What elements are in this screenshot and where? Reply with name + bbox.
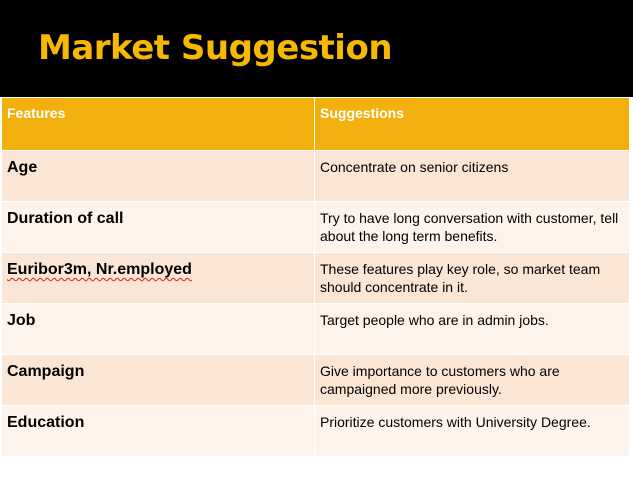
suggestion-cell: Try to have long conversation with custo…	[314, 201, 630, 253]
table-header-row: Features Suggestions	[1, 97, 630, 151]
table-row: Age Concentrate on senior citizens	[1, 150, 630, 202]
header-suggestions: Suggestions	[314, 97, 630, 151]
suggestion-table: Features Suggestions Age Concentrate on …	[1, 97, 630, 457]
feature-cell: Age	[1, 150, 315, 202]
table-row: Duration of call Try to have long conver…	[1, 201, 630, 253]
title-band: Market Suggestion	[0, 0, 633, 97]
suggestion-cell: These features play key role, so market …	[314, 252, 630, 304]
header-features: Features	[1, 97, 315, 151]
feature-cell: Education	[1, 405, 315, 457]
table-row: Euribor3m, Nr.employed These features pl…	[1, 252, 630, 304]
feature-cell: Euribor3m, Nr.employed	[1, 252, 315, 304]
feature-cell: Campaign	[1, 354, 315, 406]
feature-cell: Duration of call	[1, 201, 315, 253]
table-row: Campaign Give importance to customers wh…	[1, 354, 630, 406]
suggestion-cell: Concentrate on senior citizens	[314, 150, 630, 202]
slide-title: Market Suggestion	[38, 28, 393, 68]
table-row: Education Prioritize customers with Univ…	[1, 405, 630, 457]
feature-cell: Job	[1, 303, 315, 355]
suggestion-cell: Prioritize customers with University Deg…	[314, 405, 630, 457]
table-row: Job Target people who are in admin jobs.	[1, 303, 630, 355]
feature-text-spellcheck: Euribor3m, Nr.employed	[7, 261, 192, 278]
suggestion-cell: Target people who are in admin jobs.	[314, 303, 630, 355]
suggestion-cell: Give importance to customers who are cam…	[314, 354, 630, 406]
